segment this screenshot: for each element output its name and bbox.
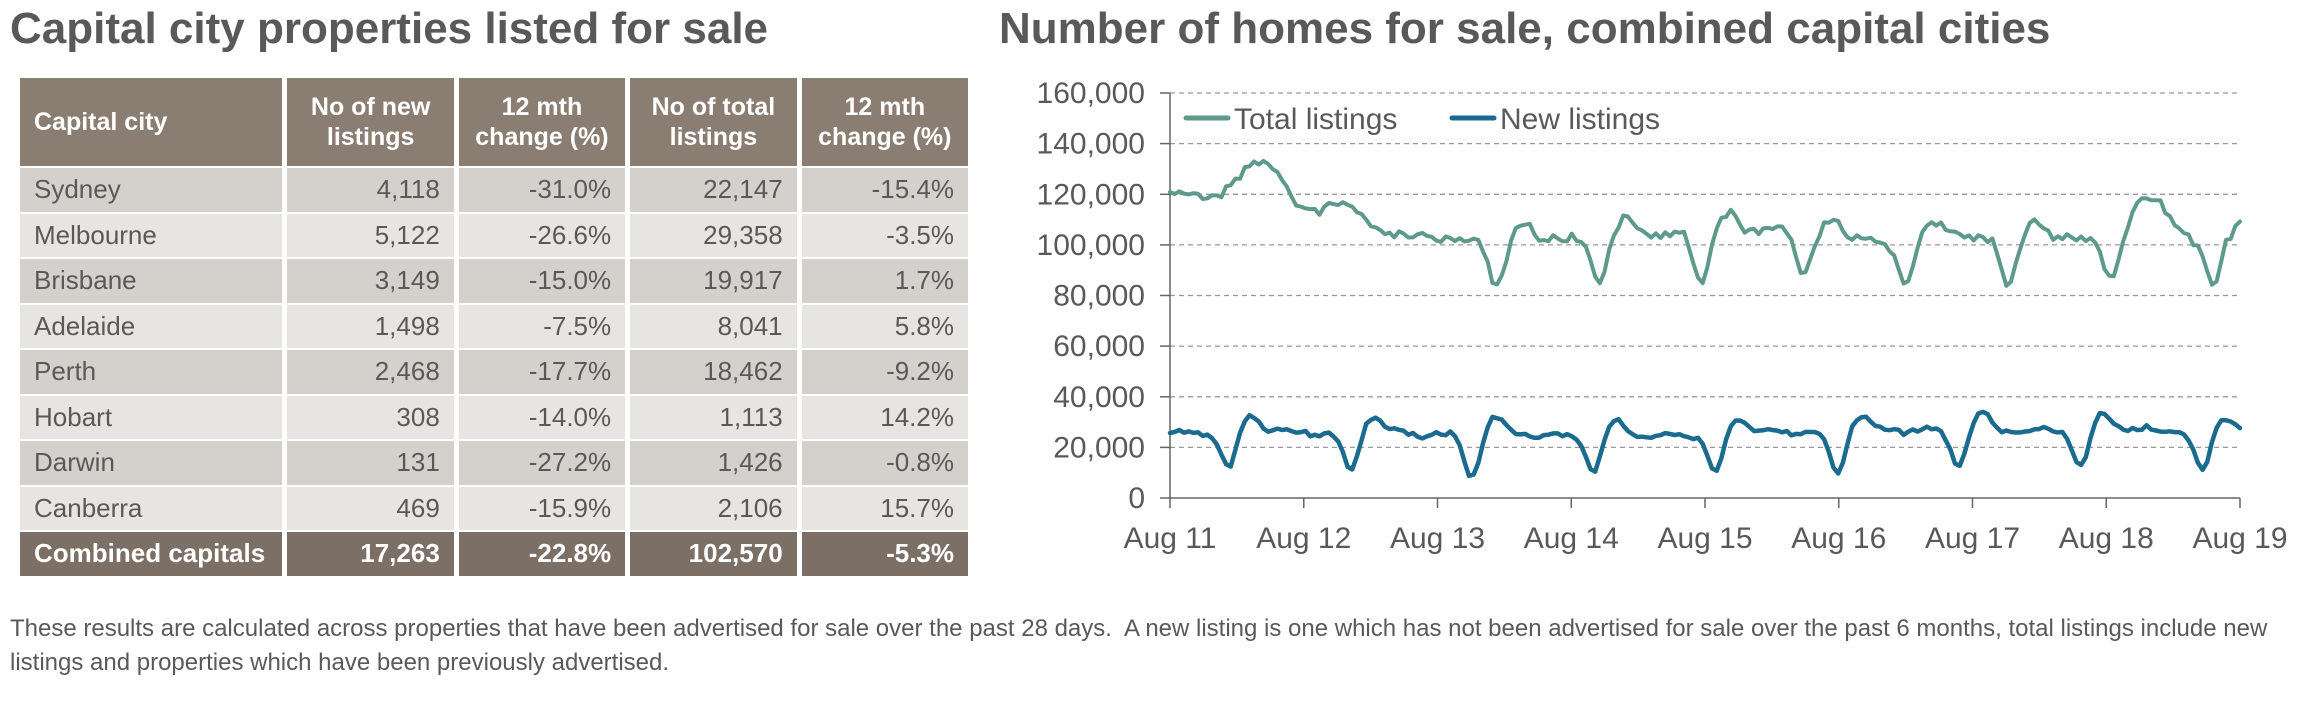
svg-text:Aug 19: Aug 19 (2192, 522, 2287, 555)
svg-text:Aug 14: Aug 14 (1524, 522, 1619, 555)
svg-text:Aug 16: Aug 16 (1791, 522, 1886, 555)
svg-text:Aug 11: Aug 11 (1124, 522, 1217, 555)
svg-text:120,000: 120,000 (1037, 178, 1145, 211)
svg-text:60,000: 60,000 (1053, 330, 1145, 363)
svg-text:100,000: 100,000 (1037, 229, 1145, 262)
svg-text:Total listings: Total listings (1234, 103, 1397, 136)
svg-text:140,000: 140,000 (1037, 128, 1145, 161)
svg-text:80,000: 80,000 (1053, 280, 1145, 313)
svg-text:Aug 17: Aug 17 (1925, 522, 2020, 555)
svg-text:160,000: 160,000 (1037, 77, 1145, 110)
svg-text:0: 0 (1128, 482, 1145, 515)
svg-text:Aug 18: Aug 18 (2059, 522, 2154, 555)
svg-text:Aug 13: Aug 13 (1390, 522, 1485, 555)
svg-text:New listings: New listings (1500, 103, 1660, 136)
svg-text:20,000: 20,000 (1053, 431, 1145, 464)
svg-text:Aug 12: Aug 12 (1256, 522, 1351, 555)
svg-text:40,000: 40,000 (1053, 381, 1145, 414)
svg-text:Aug 15: Aug 15 (1657, 522, 1752, 555)
